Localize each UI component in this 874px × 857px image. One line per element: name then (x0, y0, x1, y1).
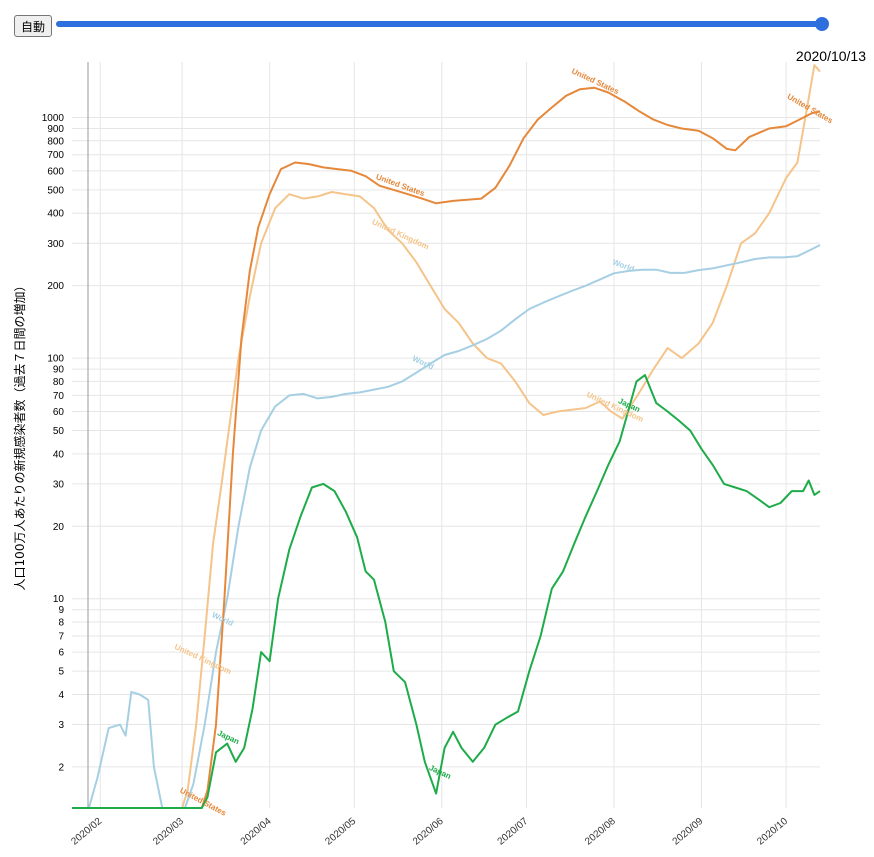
y-tick-label: 5 (58, 667, 64, 678)
y-axis-label: 人口100万人あたりの新規感染者数（過去７日間の増加） (12, 280, 27, 591)
y-tick-label: 20 (53, 522, 65, 533)
x-axis-ticks: 2020/02 2020/03 2020/04 2020/05 2020/06 2020/… (69, 816, 790, 848)
date-slider[interactable] (56, 14, 829, 34)
series-labels: United States United States United States U… (173, 67, 835, 819)
y-tick-label: 400 (47, 209, 64, 220)
y-tick-label: 3 (58, 720, 64, 731)
y-tick-label: 50 (53, 426, 65, 437)
y-tick-label: 6 (58, 648, 64, 659)
slider-fill (56, 21, 822, 27)
y-tick-label: 7 (58, 632, 64, 643)
x-tick-label: 2020/04 (239, 816, 274, 848)
y-tick-label: 1000 (42, 113, 65, 124)
slider-thumb[interactable] (815, 17, 829, 31)
y-tick-label: 200 (47, 281, 64, 292)
y-tick-label: 80 (53, 377, 65, 388)
series-annotation-label: Japan (216, 728, 241, 746)
y-tick-label: 600 (47, 166, 64, 177)
y-tick-label: 9 (58, 605, 64, 616)
series-annotation-label: United States (178, 786, 228, 818)
y-tick-label: 60 (53, 407, 65, 418)
x-tick-label: 2020/09 (671, 816, 706, 848)
y-tick-label: 30 (53, 479, 65, 490)
y-tick-label: 70 (53, 391, 65, 402)
x-tick-label: 2020/06 (411, 816, 446, 848)
current-date-label: 2020/10/13 (795, 48, 866, 64)
y-tick-label: 700 (47, 150, 64, 161)
y-tick-label: 4 (58, 690, 64, 701)
y-tick-label: 800 (47, 136, 64, 147)
series-annotation-label: United States (375, 172, 427, 198)
series-line-united-states (72, 86, 821, 809)
x-tick-label: 2020/07 (496, 816, 531, 848)
y-tick-label: 90 (53, 365, 65, 376)
x-tick-label: 2020/05 (323, 816, 358, 848)
y-tick-label: 8 (58, 618, 64, 629)
y-tick-label: 40 (53, 449, 65, 460)
x-tick-label: 2020/02 (69, 816, 104, 848)
x-tick-label: 2020/03 (151, 816, 186, 848)
y-tick-label: 900 (47, 124, 64, 135)
x-tick-label: 2020/10 (755, 816, 790, 848)
series-lines (72, 64, 821, 809)
series-annotation-label: United Kingdom (371, 217, 431, 251)
series-annotation-label: United States (786, 92, 835, 126)
series-line-world (72, 244, 821, 809)
series-annotation-label: United States (570, 67, 621, 97)
y-tick-label: 10 (53, 594, 65, 605)
y-tick-label: 2 (58, 762, 64, 773)
y-tick-label: 300 (47, 239, 64, 250)
auto-play-button[interactable]: 自動 (14, 15, 52, 37)
y-tick-label: 100 (47, 354, 64, 365)
chart-grid (72, 62, 820, 808)
series-line-united-kingdom (72, 64, 821, 809)
y-tick-label: 500 (47, 185, 64, 196)
x-tick-label: 2020/08 (583, 816, 618, 848)
series-line-japan (72, 374, 821, 809)
